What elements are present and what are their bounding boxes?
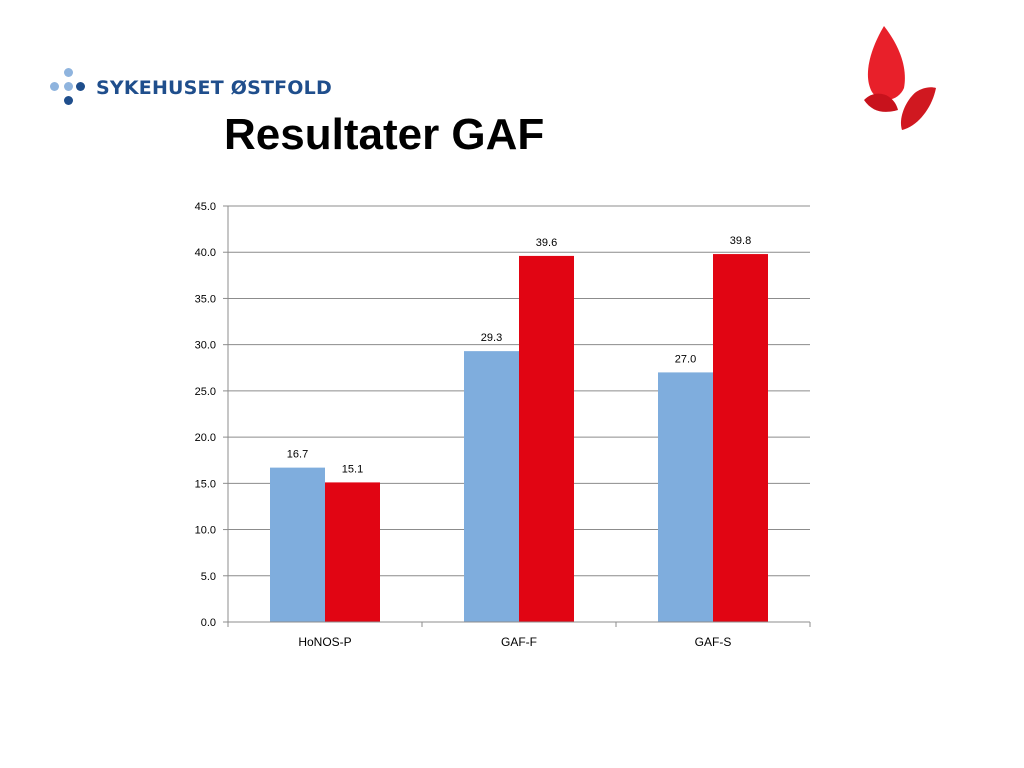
bar-series-2 [713, 254, 768, 622]
x-category-label: GAF-F [501, 635, 537, 649]
page-title: Resultater GAF [224, 110, 545, 159]
data-label: 27.0 [675, 353, 696, 365]
y-tick-label: 40.0 [195, 247, 216, 259]
data-labels: 16.7 15.1 29.3 39.6 27.0 39.8 [287, 235, 751, 475]
axes: 0.0 5.0 10.0 15.0 20.0 25.0 30.0 35.0 40.0 45.0 Ho… [195, 201, 811, 649]
y-tick-label: 15.0 [195, 478, 216, 490]
hospital-dots-icon [50, 68, 85, 108]
y-tick-label: 5.0 [201, 571, 216, 583]
y-tick-label: 35.0 [195, 293, 216, 305]
x-category-label: GAF-S [695, 635, 732, 649]
bar-series-1 [270, 467, 325, 622]
data-label: 16.7 [287, 449, 308, 461]
red-flame-logo-icon [864, 26, 936, 130]
bar-series-2 [519, 255, 574, 623]
x-category-label: HoNOS-P [298, 635, 351, 649]
data-label: 39.6 [536, 237, 557, 249]
hospital-logo-text: SYKEHUSET ØSTFOLD [96, 77, 332, 99]
data-label: 39.8 [730, 235, 751, 247]
y-tick-label: 45.0 [195, 201, 216, 213]
data-label: 29.3 [481, 332, 502, 344]
y-tick-label: 20.0 [195, 432, 216, 444]
y-tick-label: 25.0 [195, 386, 216, 398]
y-tick-label: 30.0 [195, 340, 216, 352]
bar-series-2 [325, 482, 380, 622]
bar-series-1 [464, 351, 519, 622]
y-tick-label: 0.0 [201, 617, 216, 629]
bars [270, 254, 768, 623]
bar-series-1 [658, 372, 713, 622]
y-tick-label: 10.0 [195, 525, 216, 537]
hospital-logo: SYKEHUSET ØSTFOLD [50, 68, 332, 108]
data-label: 15.1 [342, 463, 363, 475]
